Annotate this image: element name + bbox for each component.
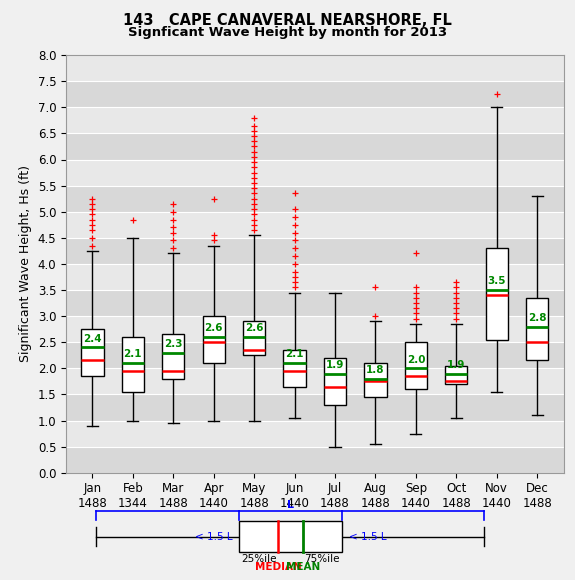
Text: L: L xyxy=(287,499,294,510)
Text: 25%ile: 25%ile xyxy=(241,554,276,564)
Text: 1.9: 1.9 xyxy=(326,360,344,370)
Text: 2.6: 2.6 xyxy=(205,323,223,333)
Text: MEDIAN: MEDIAN xyxy=(255,562,301,572)
Bar xyxy=(66,342,564,368)
Text: 143   CAPE CANAVERAL NEARSHORE, FL: 143 CAPE CANAVERAL NEARSHORE, FL xyxy=(123,13,452,28)
Bar xyxy=(283,350,306,387)
Bar xyxy=(66,420,564,447)
Bar xyxy=(365,363,386,397)
Bar xyxy=(66,81,564,107)
Bar xyxy=(486,248,508,340)
Bar xyxy=(526,298,549,361)
Bar xyxy=(66,447,564,473)
Text: 2.8: 2.8 xyxy=(528,313,546,323)
Text: 2.4: 2.4 xyxy=(83,334,102,344)
Bar xyxy=(66,368,564,394)
Bar xyxy=(66,186,564,212)
Bar xyxy=(66,133,564,160)
Bar xyxy=(66,264,564,290)
Bar xyxy=(81,329,104,376)
Bar xyxy=(66,160,564,186)
Text: 2.1: 2.1 xyxy=(285,349,304,360)
Bar xyxy=(239,521,342,552)
Bar xyxy=(66,107,564,133)
Text: 2.1: 2.1 xyxy=(124,349,142,360)
Text: Signficant Wave Height by month for 2013: Signficant Wave Height by month for 2013 xyxy=(128,26,447,38)
Text: 1.9: 1.9 xyxy=(447,360,466,370)
Bar xyxy=(66,212,564,238)
Bar xyxy=(202,316,225,363)
Text: < 1.5 L: < 1.5 L xyxy=(194,531,232,542)
Text: 75%ile: 75%ile xyxy=(305,554,340,564)
Bar xyxy=(162,334,185,379)
Bar xyxy=(324,358,346,405)
Bar xyxy=(66,290,564,316)
Bar xyxy=(66,394,564,420)
Bar xyxy=(66,316,564,342)
Text: 2.3: 2.3 xyxy=(164,339,182,349)
Bar xyxy=(405,342,427,389)
Bar xyxy=(122,337,144,392)
Text: < 1.5 L: < 1.5 L xyxy=(348,531,386,542)
Y-axis label: Significant Wave Height, Hs (ft): Significant Wave Height, Hs (ft) xyxy=(19,165,32,362)
Text: 2.0: 2.0 xyxy=(407,354,425,365)
Bar xyxy=(66,55,564,81)
Text: 1.8: 1.8 xyxy=(366,365,385,375)
Bar xyxy=(445,366,467,384)
Text: MEAN: MEAN xyxy=(286,562,320,572)
Bar xyxy=(243,321,265,355)
Text: 2.6: 2.6 xyxy=(245,323,263,333)
Bar xyxy=(66,238,564,264)
Text: 3.5: 3.5 xyxy=(488,276,506,287)
